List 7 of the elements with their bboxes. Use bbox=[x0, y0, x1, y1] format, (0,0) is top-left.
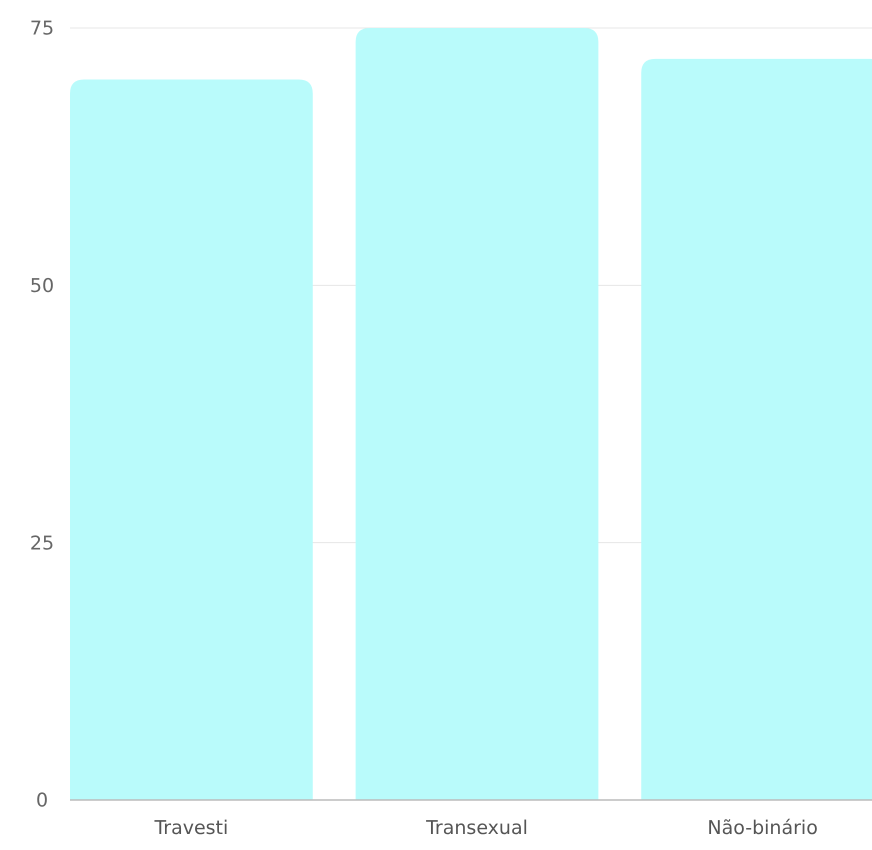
y-tick-label: 0 bbox=[36, 790, 48, 812]
x-tick-label: Transexual bbox=[425, 817, 528, 839]
y-tick-label: 75 bbox=[30, 18, 54, 40]
y-tick-label: 25 bbox=[30, 532, 54, 554]
x-tick-label: Não-binário bbox=[707, 817, 818, 839]
y-tick-label: 50 bbox=[30, 274, 54, 297]
x-tick-label: Travesti bbox=[153, 817, 228, 839]
